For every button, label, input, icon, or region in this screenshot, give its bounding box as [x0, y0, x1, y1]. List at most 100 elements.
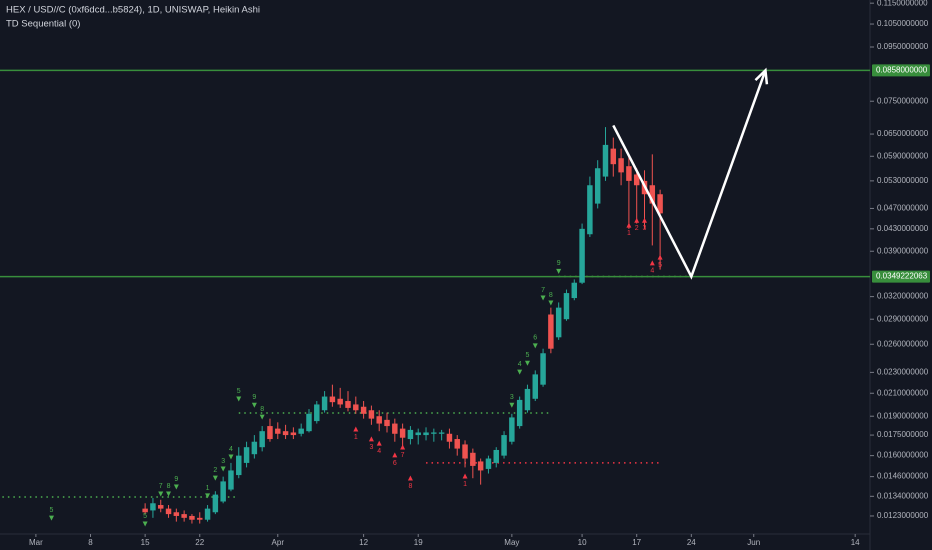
y-tick-label: 0.0590000000: [877, 151, 929, 160]
td-arrow: [205, 493, 211, 499]
y-tick-label: 0.0210000000: [877, 388, 929, 397]
candle-body: [236, 455, 242, 476]
y-tick-label: 0.0260000000: [877, 339, 929, 348]
candle-body: [579, 228, 585, 283]
candle-body: [415, 432, 421, 436]
td-arrow: [407, 475, 413, 481]
candle-body: [431, 432, 437, 434]
chart-title: HEX / USD//C (0xf6dcd...b5824), 1D, UNIS…: [6, 5, 260, 16]
candle-body: [150, 503, 156, 511]
candle-body: [485, 458, 492, 469]
candle-body: [368, 410, 375, 419]
y-tick-label: 0.0123000000: [877, 511, 929, 520]
candle-body: [212, 494, 219, 513]
candle-body: [298, 428, 304, 434]
td-arrow: [540, 295, 546, 301]
td-arrow: [48, 515, 54, 521]
candle-body: [345, 401, 351, 408]
candle-body: [321, 396, 328, 411]
td-count: 9: [252, 394, 256, 401]
candle-body: [516, 399, 523, 427]
td-arrow: [400, 444, 406, 450]
candle-body: [392, 423, 398, 434]
candle-body: [477, 461, 484, 471]
candle-body: [610, 148, 617, 165]
candle-body: [594, 168, 601, 204]
td-count: 6: [393, 460, 397, 467]
td-arrow: [251, 402, 257, 408]
candle-body: [548, 314, 554, 349]
td-count: 9: [557, 260, 561, 267]
td-count: 4: [229, 446, 233, 453]
td-arrow: [220, 466, 226, 472]
td-arrow: [392, 452, 398, 458]
y-tick-label: 0.0146000000: [877, 472, 929, 481]
candle-body: [259, 431, 265, 448]
td-arrow: [649, 260, 655, 266]
td-arrow: [657, 254, 663, 260]
y-tick-label: 0.0175000000: [877, 430, 929, 439]
price-label-box: [872, 64, 930, 77]
td-count: 1: [206, 485, 210, 492]
td-count: 2: [635, 225, 639, 232]
x-tick-label: 14: [851, 538, 860, 547]
x-tick-label: Jun: [747, 538, 760, 547]
y-tick-label: 0.0650000000: [877, 129, 929, 138]
td-arrow: [532, 343, 538, 349]
candle-body: [501, 435, 507, 456]
td-arrow: [158, 491, 164, 497]
y-tick-label: 0.0230000000: [877, 367, 929, 376]
td-arrow: [517, 369, 523, 375]
x-tick-label: 19: [414, 538, 423, 547]
candle-body: [399, 428, 406, 438]
arrow-head: [754, 67, 769, 85]
td-count: 4: [377, 448, 381, 455]
candle-body: [407, 429, 414, 440]
td-count: 1: [354, 434, 358, 441]
x-tick-label: 22: [195, 538, 204, 547]
candle-body: [189, 515, 195, 520]
candle-body: [633, 174, 640, 186]
td-count: 8: [260, 406, 264, 413]
y-tick-label: 0.0160000000: [877, 451, 929, 460]
indicator-name: TD Sequential (0): [6, 19, 80, 30]
y-tick-label: 0.0950000000: [877, 42, 929, 51]
candle-body: [423, 432, 429, 436]
candle-body: [470, 452, 476, 466]
x-tick-label: Apr: [272, 538, 285, 547]
candle-body: [540, 353, 546, 385]
candle-body: [142, 508, 148, 513]
candle-body: [275, 428, 281, 434]
candle-body: [329, 396, 336, 403]
candle-body: [524, 388, 531, 411]
candle-body: [251, 441, 258, 455]
candle-body: [204, 508, 211, 520]
candle-body: [353, 404, 359, 411]
td-count: 7: [159, 483, 163, 490]
candle-body: [555, 307, 562, 338]
y-tick-label: 0.0190000000: [877, 411, 929, 420]
x-tick-label: 10: [578, 538, 587, 547]
candle-body: [618, 158, 624, 173]
candle-body: [532, 374, 538, 399]
x-tick-label: May: [504, 538, 519, 547]
td-arrow: [228, 454, 234, 460]
td-arrow: [173, 484, 179, 490]
price-label: 0.0349222063: [876, 272, 928, 281]
td-count: 4: [650, 268, 654, 275]
td-count: 5: [237, 388, 241, 395]
candle-body: [376, 416, 382, 424]
candle-body: [509, 417, 515, 442]
candle-body: [563, 293, 570, 320]
y-tick-label: 0.0290000000: [877, 314, 929, 323]
candle-body: [454, 439, 460, 449]
x-tick-label: 24: [687, 538, 696, 547]
td-arrow: [556, 268, 562, 274]
candle-body: [657, 194, 663, 214]
candle-body: [446, 433, 453, 442]
candle-body: [282, 431, 289, 436]
td-count: 1: [627, 230, 631, 237]
candle-body: [462, 444, 468, 459]
td-count: 4: [518, 361, 522, 368]
